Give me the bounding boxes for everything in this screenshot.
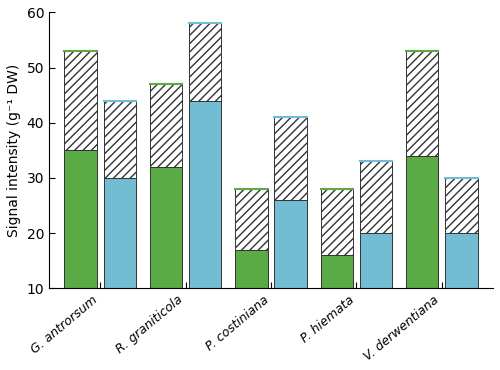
Bar	[320, 255, 353, 288]
Bar	[150, 84, 182, 167]
Bar	[189, 101, 222, 288]
Bar	[274, 200, 307, 288]
Bar	[360, 161, 392, 233]
Bar	[104, 178, 136, 288]
Bar	[235, 250, 268, 288]
Bar	[235, 189, 268, 250]
Bar	[189, 23, 222, 101]
Bar	[406, 51, 438, 156]
Bar	[360, 233, 392, 288]
Bar	[150, 167, 182, 288]
Y-axis label: Signal intensity (g⁻¹ DW): Signal intensity (g⁻¹ DW)	[7, 64, 21, 237]
Bar	[274, 117, 307, 200]
Bar	[104, 101, 136, 178]
Bar	[320, 189, 353, 255]
Bar	[64, 51, 97, 150]
Bar	[64, 150, 97, 288]
Bar	[445, 233, 478, 288]
Bar	[406, 156, 438, 288]
Bar	[445, 178, 478, 233]
